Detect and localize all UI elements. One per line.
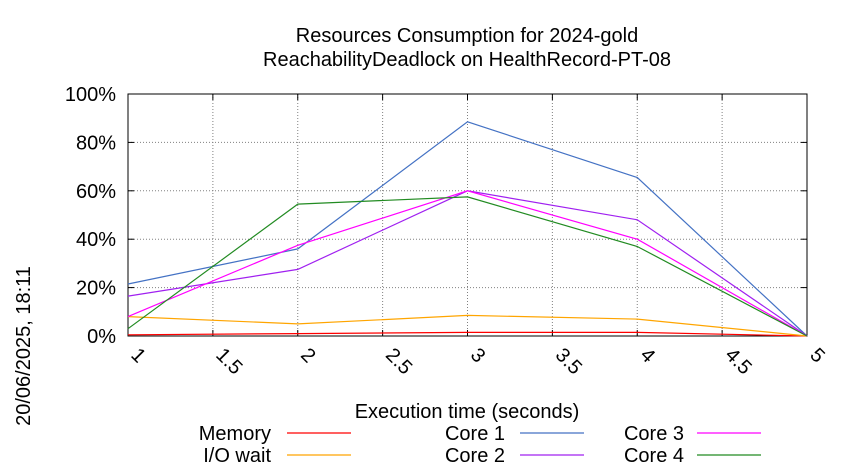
chart-title: Resources Consumption for 2024-gold xyxy=(296,25,638,47)
legend-label: I/O wait xyxy=(203,445,271,467)
x-tick-label: 5 xyxy=(805,344,828,367)
x-tick-label: 1.5 xyxy=(211,344,246,379)
series-lines xyxy=(127,121,808,337)
y-tick-label: 100% xyxy=(65,84,116,106)
series-line-core-1 xyxy=(127,121,808,337)
x-tick-label: 2 xyxy=(296,344,319,367)
side-label: 20/06/2025, 18:11 xyxy=(13,266,35,426)
grid-lines xyxy=(128,94,807,336)
legend-label: Core 3 xyxy=(624,423,684,445)
y-tick-label: 0% xyxy=(87,326,116,348)
y-tick-label: 80% xyxy=(76,132,116,154)
legend-label: Core 1 xyxy=(445,423,505,445)
y-tick-label: 60% xyxy=(76,181,116,203)
x-tick-label: 2.5 xyxy=(381,344,416,379)
x-tick-label: 4.5 xyxy=(721,344,756,379)
legend-label: Memory xyxy=(199,423,271,445)
x-tick-label: 3 xyxy=(466,344,489,367)
series-line-core-4 xyxy=(127,196,808,337)
series-line-memory xyxy=(127,331,808,337)
chart-subtitle: ReachabilityDeadlock on HealthRecord-PT-… xyxy=(263,49,671,71)
x-tick-label: 1 xyxy=(126,344,149,367)
legend-label: Core 2 xyxy=(445,445,505,467)
x-axis-label: Execution time (seconds) xyxy=(355,401,580,423)
y-tick-label: 40% xyxy=(76,229,116,251)
legend-label: Core 4 xyxy=(624,445,684,467)
y-axis-ticks: 0% 20% 40% 60% 80% 100% xyxy=(65,84,807,348)
series-line-i-o-wait xyxy=(127,314,808,337)
x-tick-label: 3.5 xyxy=(551,344,586,379)
series-line-core-3 xyxy=(127,190,808,337)
x-tick-label: 4 xyxy=(636,344,659,367)
plot-frame xyxy=(127,93,808,337)
y-tick-label: 20% xyxy=(76,278,116,300)
